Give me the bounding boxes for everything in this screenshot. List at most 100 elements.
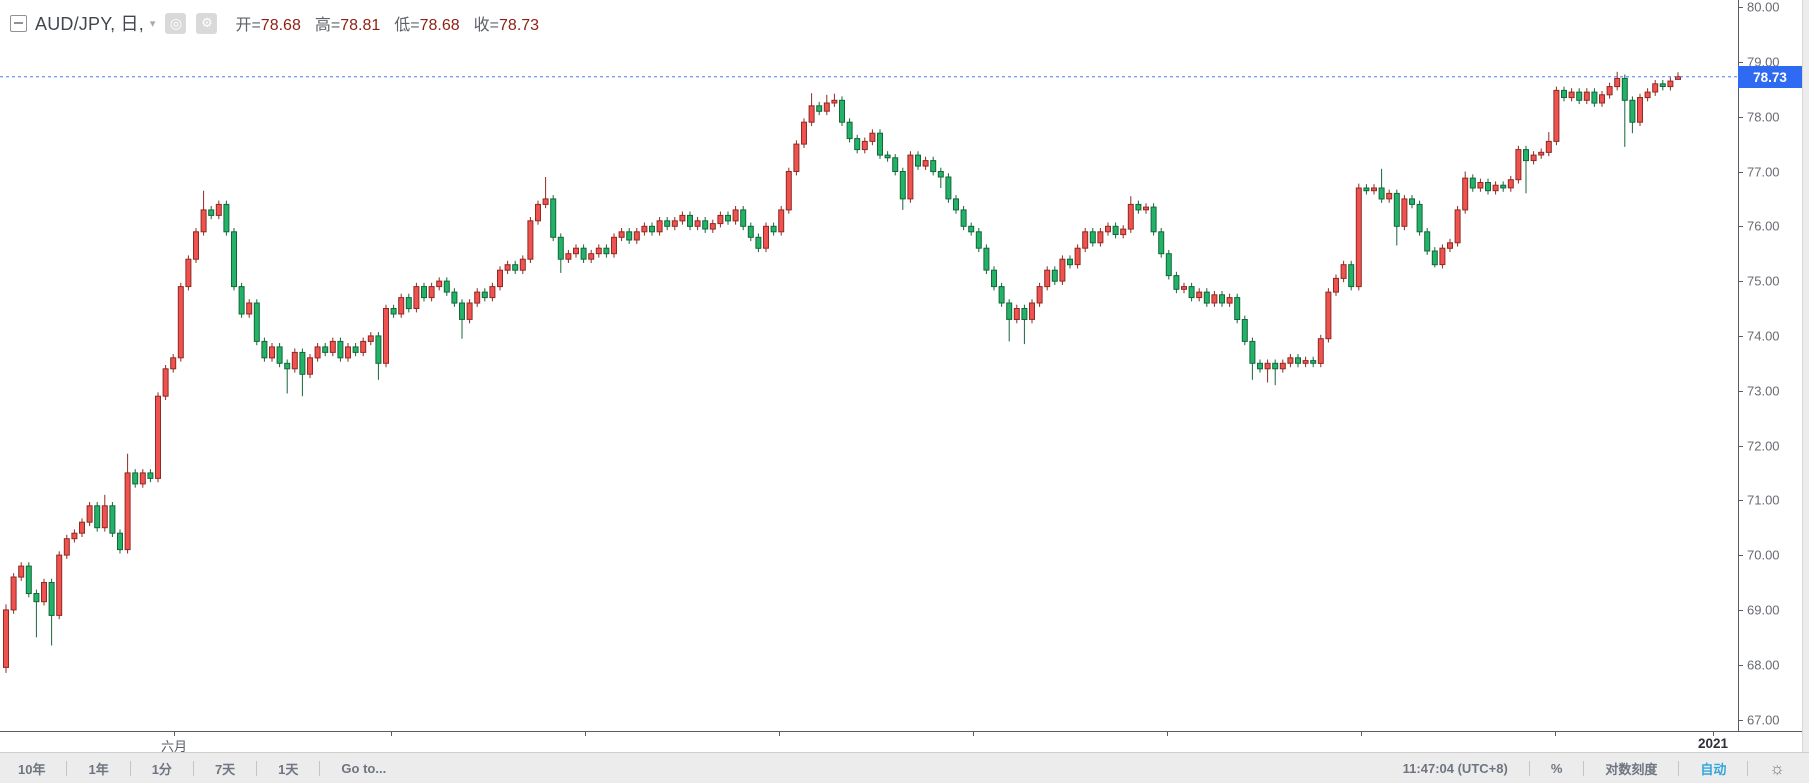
candle[interactable] [884,151,891,162]
candle[interactable] [1127,196,1134,233]
candle[interactable] [117,529,123,554]
candle[interactable] [899,167,906,210]
hide-indicator-icon[interactable]: ◎ [165,12,187,34]
candle[interactable] [1568,88,1575,102]
candle[interactable] [877,129,883,159]
candle[interactable] [1675,72,1681,80]
candle[interactable] [1067,255,1073,269]
candle[interactable] [443,277,450,296]
candle[interactable] [1538,148,1545,159]
candle[interactable] [1219,291,1225,307]
candle[interactable] [231,228,237,291]
candle[interactable] [337,337,344,362]
candle[interactable] [1226,293,1233,307]
candle[interactable] [18,562,25,581]
candle[interactable] [1036,282,1043,307]
candle[interactable] [1234,293,1241,324]
candle[interactable] [588,249,595,263]
candle[interactable] [345,343,351,362]
candle[interactable] [1105,222,1111,236]
candle[interactable] [1576,88,1583,105]
candle[interactable] [1652,80,1659,96]
log-scale-button[interactable]: 对数刻度 [1605,762,1658,777]
candle[interactable] [770,222,777,236]
candle[interactable] [565,249,572,263]
candle[interactable] [246,299,253,318]
candle[interactable] [550,195,557,242]
range-button-6[interactable]: Go to... [341,761,387,776]
candle[interactable] [1439,244,1446,269]
candle[interactable] [1599,91,1605,107]
candle[interactable] [1454,206,1461,247]
candle[interactable] [1355,183,1362,291]
candle[interactable] [1188,282,1195,302]
candle[interactable] [25,562,32,598]
candle[interactable] [352,343,359,357]
chart-plot-area[interactable]: AUD/JPY, 日, ▾ ◎ ⚙ 开=78.68 高=78.81 低=78.6… [0,0,1738,731]
candle[interactable] [94,502,101,532]
candle[interactable] [147,469,154,483]
candle[interactable] [1386,189,1393,203]
candle[interactable] [1143,203,1149,214]
candle[interactable] [360,337,367,357]
candle[interactable] [937,167,944,188]
candle[interactable] [1629,96,1636,134]
candle[interactable] [1333,274,1339,296]
candle[interactable] [573,244,579,258]
clock-label[interactable]: 11:47:04 (UTC+8) [1402,761,1508,776]
range-button-5[interactable]: 1天 [278,762,299,777]
candle[interactable] [816,101,823,116]
candle[interactable] [1302,356,1309,368]
candle[interactable] [208,206,215,220]
candle[interactable] [329,337,336,357]
candle[interactable] [983,244,990,274]
candle[interactable] [489,282,496,302]
candle[interactable] [1378,168,1385,203]
candle[interactable] [421,282,427,302]
candle[interactable] [1013,304,1020,324]
candle[interactable] [1097,228,1104,247]
candle[interactable] [1029,299,1035,324]
candle[interactable] [998,282,1005,307]
candle[interactable] [907,151,914,203]
collapse-icon[interactable] [10,14,27,32]
candle[interactable] [269,343,275,362]
candle[interactable] [1074,244,1081,269]
candle[interactable] [1447,238,1453,253]
candle[interactable] [778,206,785,236]
candle[interactable] [1173,271,1180,294]
candle[interactable] [763,222,769,253]
candle[interactable] [109,502,116,537]
candle[interactable] [1279,359,1286,373]
candle[interactable] [261,337,268,362]
candle[interactable] [1211,291,1218,307]
candle[interactable] [474,288,481,307]
candle[interactable] [1477,178,1484,192]
candle[interactable] [177,282,184,362]
candle[interactable] [846,118,853,143]
candle[interactable] [535,200,541,225]
range-button-4[interactable]: 7天 [214,762,236,777]
candle[interactable] [1644,88,1651,102]
candle[interactable] [63,534,70,559]
candle[interactable] [854,134,861,154]
candle[interactable] [56,551,63,620]
candle[interactable] [542,177,549,209]
candle[interactable] [1059,255,1066,285]
candle[interactable] [953,195,959,214]
candle[interactable] [71,529,78,543]
candle[interactable] [1257,359,1263,373]
candle[interactable] [960,206,967,231]
candle[interactable] [1158,228,1165,258]
candle[interactable] [1469,174,1476,192]
candle[interactable] [1264,359,1271,383]
candle[interactable] [649,222,655,236]
candle[interactable] [1606,82,1613,99]
candle[interactable] [595,244,602,258]
candle[interactable] [1051,266,1058,285]
candle[interactable] [823,94,830,116]
candle[interactable] [322,343,329,357]
candle[interactable] [398,293,405,318]
candle[interactable] [656,217,663,236]
candle[interactable] [1667,77,1674,91]
